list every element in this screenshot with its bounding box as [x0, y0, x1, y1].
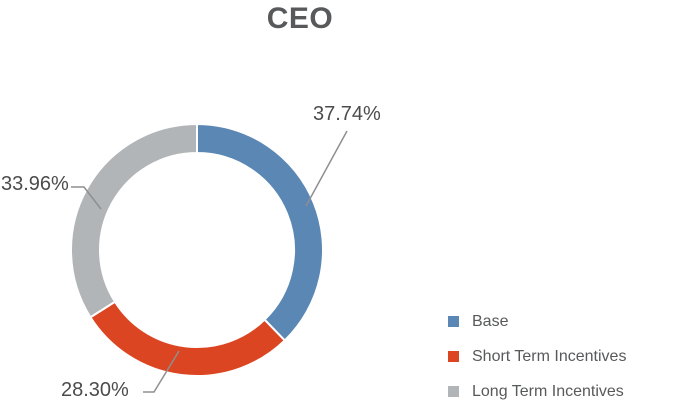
legend-label-short-term-incentives: Short Term Incentives: [472, 347, 627, 365]
chart-title: CEO: [266, 2, 334, 35]
legend-item-base: Base: [448, 304, 626, 339]
leader-line-base: [305, 130, 348, 207]
legend-label-long-term-incentives: Long Term Incentives: [472, 382, 624, 400]
slice-label-long-term-incentives: 33.96%: [1, 173, 69, 195]
legend-swatch-long-term-incentives: [448, 386, 459, 397]
legend-swatch-short-term-incentives: [448, 351, 459, 362]
slice-label-short-term-incentives: 28.30%: [61, 379, 129, 401]
leader-line-long-term-incentives: [71, 186, 102, 210]
legend-label-base: Base: [472, 312, 509, 330]
slice-label-base: 37.74%: [313, 103, 381, 125]
legend-item-short-term-incentives: Short Term Incentives: [448, 339, 626, 374]
donut-slice-base: [196, 122, 324, 342]
donut-slice-long-term-incentives: [70, 122, 198, 319]
legend-swatch-base: [448, 316, 459, 327]
legend-item-long-term-incentives: Long Term Incentives: [448, 374, 626, 409]
leader-line-short-term-incentives: [143, 350, 180, 393]
donut-slice-short-term-incentives: [89, 300, 287, 377]
legend: Base Short Term Incentives Long Term Inc…: [448, 304, 626, 409]
